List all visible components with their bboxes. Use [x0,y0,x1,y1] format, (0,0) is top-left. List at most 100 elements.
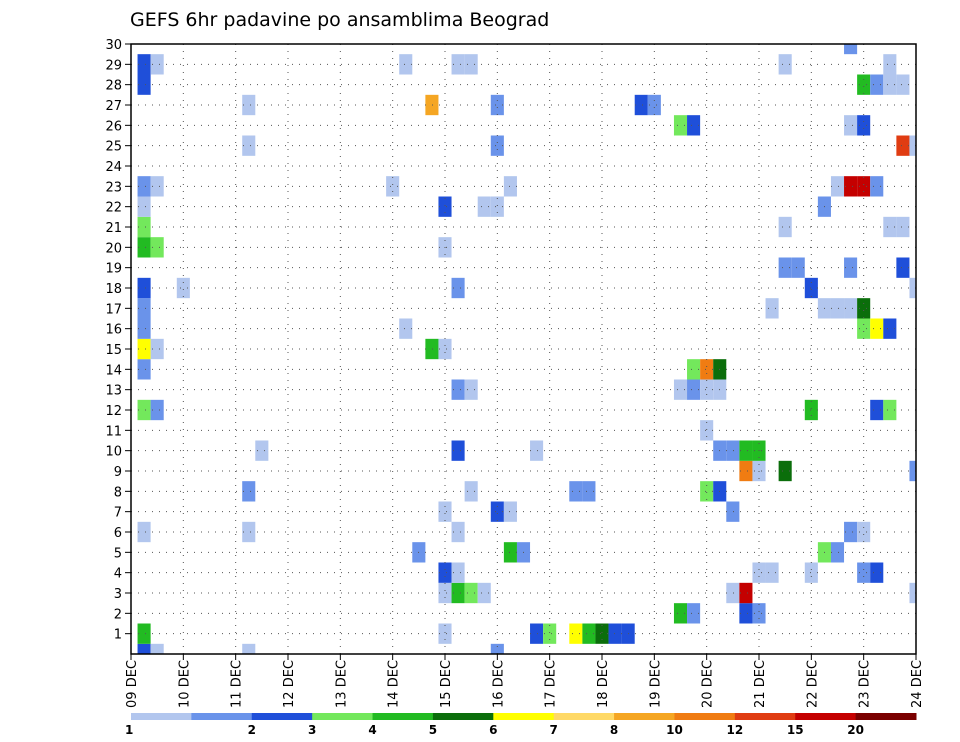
heatmap-cell [137,216,151,238]
heatmap-cell [844,298,858,319]
heatmap-cell [137,196,151,217]
heatmap-cell [700,481,714,502]
heatmap-cell [857,562,871,583]
heatmap-cell [242,521,256,543]
heatmap-cell [438,623,452,644]
heatmap-cell [438,501,452,522]
y-tick-label: 20 [105,241,122,256]
heatmap-cell [490,501,504,522]
y-tick-label: 7 [114,506,122,521]
heatmap-cell [137,338,151,360]
y-tick-label: 26 [105,119,122,134]
heatmap-cell [857,74,871,95]
heatmap-cell [883,54,897,75]
heatmap-cell [425,338,439,360]
heatmap-cell [857,318,871,339]
heatmap-cell [569,623,583,644]
heatmap-cell [700,420,714,441]
heatmap-cell [242,135,256,156]
heatmap-cell [896,135,910,156]
x-tick-label: 15 DEC [439,660,454,708]
heatmap-cell [438,338,452,360]
heatmap-cell [726,440,740,461]
y-tick-label: 25 [105,140,122,155]
heatmap-cell [844,521,858,543]
heatmap-cell [137,318,151,339]
y-tick-label: 24 [105,160,122,175]
y-tick-label: 14 [105,363,122,378]
heatmap-cell [870,74,884,95]
heatmap-cell [700,379,714,400]
heatmap-cell [804,399,818,421]
x-tick-label: 23 DEC [858,660,873,708]
heatmap-cell [150,399,164,421]
x-tick-label: 21 DEC [753,660,768,708]
heatmap-cell [477,196,491,217]
colorbar-label: 6 [489,723,497,737]
heatmap-cell [150,643,164,654]
heatmap-cell [137,643,151,654]
heatmap-cell [739,460,753,482]
heatmap-cell [765,298,779,319]
heatmap-cell [438,562,452,583]
heatmap-cell [857,521,871,543]
heatmap-cell [896,74,910,95]
heatmap-cell [438,582,452,604]
heatmap-cell [137,237,151,258]
colorbar-segment [191,713,253,720]
heatmap-cell [137,623,151,644]
y-tick-label: 1 [114,628,122,643]
heatmap-cell [844,176,858,197]
heatmap-cell [464,379,478,400]
heatmap-cell [791,257,805,278]
heatmap-cell [451,521,465,543]
heatmap-cell [582,481,596,502]
y-tick-label: 3 [114,587,122,602]
y-axis: 1234567891011121314151617181920212223242… [105,38,131,643]
y-tick-label: 2 [114,607,122,622]
heatmap-cell [896,257,910,278]
y-tick-label: 10 [105,445,122,460]
heatmap-cell [137,277,151,299]
heatmap-cell [765,562,779,583]
y-tick-label: 28 [105,79,122,94]
heatmap-cell [752,603,766,624]
colorbar-segment [855,713,917,720]
colorbar-segment [312,713,374,720]
x-tick-label: 17 DEC [544,660,559,708]
heatmap-cell [595,623,609,644]
heatmap-cell [464,54,478,75]
heatmap-cell [438,196,452,217]
heatmap-cell [870,318,884,339]
y-tick-label: 17 [105,302,122,317]
heatmap-cell [150,176,164,197]
heatmap-cell [150,54,164,75]
heatmap-cell [399,318,413,339]
heatmap-cell [778,460,792,482]
heatmap-cell [530,623,544,644]
heatmap-cell [739,440,753,461]
heatmap-cell [870,562,884,583]
y-tick-label: 16 [105,323,122,338]
heatmap-cell [883,216,897,238]
heatmap-cells [137,44,916,654]
heatmap-cell [883,399,897,421]
x-tick-label: 12 DEC [282,660,297,708]
heatmap-cell [137,74,151,95]
y-tick-label: 11 [105,424,122,439]
colorbar-label: 12 [726,723,743,737]
y-tick-label: 23 [105,180,122,195]
x-tick-label: 22 DEC [805,660,820,708]
colorbar-segment [674,713,736,720]
heatmap-cell [451,379,465,400]
y-tick-label: 22 [105,201,122,216]
colorbar-label: 5 [429,723,437,737]
heatmap-cell [634,94,648,116]
heatmap-cell [857,115,871,136]
x-tick-label: 10 DEC [177,660,192,708]
colorbar-label: 3 [308,723,316,737]
y-tick-label: 19 [105,262,122,277]
heatmap-cell [503,501,517,522]
heatmap-cell [464,582,478,604]
